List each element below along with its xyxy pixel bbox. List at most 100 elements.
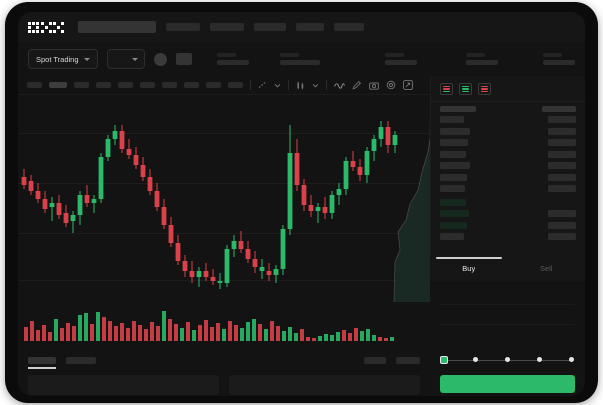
timeframe-button-7[interactable] [162, 82, 177, 88]
amount-percent-slider[interactable] [440, 353, 575, 369]
timeframe-button-9[interactable] [206, 82, 221, 88]
bottom-tab-bar [18, 350, 430, 370]
order-book-asks [431, 114, 585, 195]
app-screen: Spot Trading [18, 12, 585, 396]
ticker-stat-value [466, 60, 498, 65]
ticker-stat-value [543, 60, 575, 65]
order-book-row[interactable] [431, 149, 585, 161]
order-book-row[interactable] [431, 160, 585, 172]
chart-type-chevron-down-icon[interactable] [312, 83, 319, 88]
order-book-row[interactable] [431, 231, 585, 243]
chart-gridline [18, 133, 430, 134]
order-book-row[interactable] [431, 197, 585, 209]
pair-name-label [175, 53, 193, 65]
ticker-stat-value [385, 60, 417, 65]
search-input[interactable] [78, 21, 156, 33]
ticker-stat-2 [280, 53, 320, 65]
pair-select-dropdown[interactable] [106, 49, 145, 69]
ticker-stat-label [280, 53, 299, 57]
toolbar-divider [288, 80, 289, 90]
timeframe-button-1[interactable] [27, 82, 42, 88]
order-field-2[interactable] [440, 305, 575, 325]
orderbook-view-asks-icon[interactable] [478, 83, 491, 95]
nav-item-2[interactable] [210, 23, 244, 31]
chart-type-icon[interactable] [296, 81, 305, 90]
orderbook-view-both-icon[interactable] [440, 83, 453, 95]
nav-item-3[interactable] [254, 23, 286, 31]
tab-sell[interactable]: Sell [539, 264, 553, 273]
timeframe-button-3[interactable] [74, 82, 89, 88]
nav-item-4[interactable] [296, 23, 324, 31]
order-book-col-amount [542, 106, 576, 112]
coin-avatar [153, 52, 167, 66]
timeframe-button-2[interactable] [49, 82, 67, 88]
okx-logo[interactable] [28, 21, 64, 33]
timeframe-button-6[interactable] [140, 82, 155, 88]
order-field-1[interactable] [440, 285, 575, 305]
chart-gridline [18, 280, 430, 281]
market-bar: Spot Trading [18, 42, 585, 76]
order-book-view-toggles [431, 76, 585, 102]
order-book-col-price [440, 106, 476, 112]
indicators-chevron-down-icon[interactable] [274, 83, 281, 88]
order-field-3[interactable] [440, 325, 575, 345]
okx-logo-o [28, 21, 39, 33]
top-navigation-bar [18, 12, 585, 42]
slider-handle[interactable] [440, 355, 448, 364]
bottom-tab-2[interactable] [66, 356, 96, 364]
trade-side-tabs: Buy Sell [430, 256, 585, 281]
slider-node-75[interactable] [537, 357, 542, 362]
line-study-icon[interactable] [334, 82, 345, 89]
bottom-tab-1[interactable] [28, 356, 56, 369]
ticker-stat-3 [385, 53, 417, 65]
order-book-row[interactable] [431, 172, 585, 184]
order-book-row[interactable] [431, 208, 585, 220]
tab-buy[interactable]: Buy [430, 256, 508, 281]
timeframe-button-10[interactable] [228, 82, 243, 88]
timeframe-button-5[interactable] [118, 82, 133, 88]
ticker-stat-4 [466, 53, 498, 65]
nav-item-1[interactable] [166, 23, 200, 31]
indicators-icon[interactable] [258, 81, 267, 89]
slider-node-50[interactable] [505, 357, 510, 362]
chart-gridline [18, 233, 430, 234]
order-book-row[interactable] [431, 126, 585, 138]
orderbook-view-bids-icon[interactable] [459, 83, 472, 95]
submit-buy-button[interactable] [440, 375, 575, 393]
candlestick-series [21, 121, 398, 289]
pencil-icon[interactable] [352, 80, 362, 90]
order-form [430, 281, 585, 396]
chart-gridline [18, 183, 430, 184]
ticker-stat-value [280, 60, 320, 65]
settings-gear-icon[interactable] [386, 80, 396, 90]
nav-item-5[interactable] [334, 23, 364, 31]
timeframe-button-8[interactable] [184, 82, 199, 88]
bottom-action-2[interactable] [396, 356, 420, 364]
trading-mode-dropdown[interactable]: Spot Trading [28, 49, 98, 69]
order-book-bids [431, 197, 585, 243]
order-book-row[interactable] [431, 137, 585, 149]
order-book-header-row [431, 102, 585, 114]
ticker-stat-label [217, 53, 236, 57]
bottom-panel-1[interactable] [28, 375, 219, 395]
ticker-stat-5 [543, 53, 575, 65]
price-chart[interactable] [18, 95, 430, 350]
bottom-panels [18, 375, 430, 396]
device-bezel: Spot Trading [6, 3, 597, 402]
depth-overlay [393, 112, 430, 302]
slider-node-100[interactable] [569, 357, 574, 362]
toolbar-divider [250, 80, 251, 90]
timeframe-button-4[interactable] [96, 82, 111, 88]
okx-logo-k [40, 21, 52, 33]
order-book-row[interactable] [431, 114, 585, 126]
ticker-stat-label [385, 53, 404, 57]
slider-node-25[interactable] [473, 357, 478, 362]
bottom-panel-2[interactable] [229, 375, 420, 395]
bottom-action-1[interactable] [364, 356, 386, 364]
camera-icon[interactable] [369, 81, 379, 90]
order-book-row[interactable] [431, 183, 585, 195]
order-book-row[interactable] [431, 220, 585, 232]
toolbar-divider [326, 80, 327, 90]
fullscreen-icon[interactable] [403, 80, 413, 90]
